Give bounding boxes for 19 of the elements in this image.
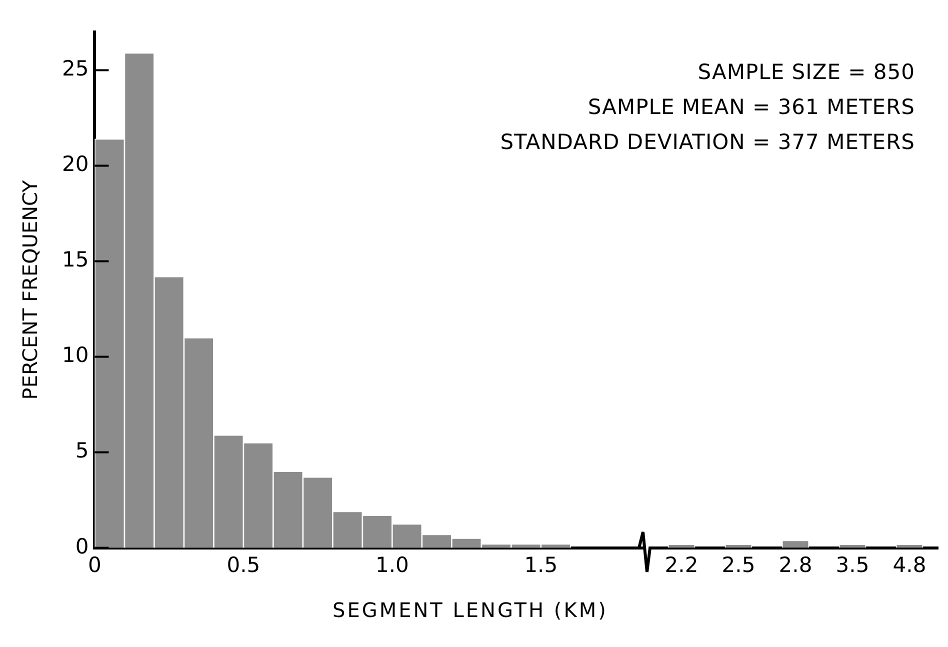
x-tick-label: 2.2 (664, 552, 698, 577)
x-tick-label: 2.5 (722, 552, 756, 577)
x-tick-label: 0.5 (226, 552, 260, 577)
x-tick-label: 3.5 (836, 552, 870, 577)
y-tick-label: 0 (75, 534, 89, 558)
x-tick-label: 2.8 (778, 552, 812, 577)
y-tick-label: 20 (62, 152, 89, 176)
x-axis-title: SEGMENT LENGTH (KM) (332, 598, 608, 622)
x-tick-label: 1.5 (524, 552, 558, 577)
y-tick-label: 5 (75, 438, 89, 463)
annotation: SAMPLE MEAN = 361 METERS (588, 95, 915, 119)
y-tick-label: 25 (62, 56, 89, 81)
y-tick-label: 15 (62, 248, 89, 272)
x-tick-label: 4.8 (892, 552, 926, 577)
annotation: SAMPLE SIZE = 850 (698, 60, 915, 84)
y-tick-label: 10 (62, 343, 89, 368)
y-axis-title: PERCENT FREQUENCY (18, 179, 42, 400)
x-tick-label: 1.0 (375, 552, 409, 577)
annotation: STANDARD DEVIATION = 377 METERS (500, 130, 915, 154)
